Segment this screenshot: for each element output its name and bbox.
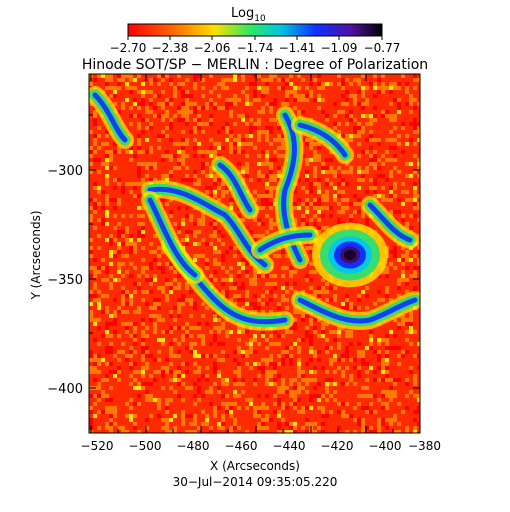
colorbar-ticks — [127, 36, 383, 40]
colorbar-label: Log10 — [231, 6, 266, 24]
y-axis-label: Y (Arcseconds) — [29, 210, 43, 300]
colorbar-tick-label: −1.09 — [321, 41, 358, 55]
colorbar-gradient — [127, 23, 383, 37]
x-tick-label: −520 — [81, 439, 114, 453]
x-axis — [90, 74, 394, 433]
timestamp: 30−Jul−2014 09:35:05.220 — [173, 475, 338, 489]
x-tick-label: −460 — [225, 439, 258, 453]
plot-title: Hinode SOT/SP − MERLIN : Degree of Polar… — [82, 57, 428, 73]
colorbar-tick-label: −2.70 — [110, 41, 147, 55]
x-axis-label: X (Arcseconds) — [210, 459, 300, 473]
x-tick-label: −440 — [273, 439, 306, 453]
map-features — [89, 86, 420, 331]
plot-frame — [88, 73, 421, 434]
y-tick-label: −400 — [47, 382, 83, 397]
colorbar-tick-label: −0.77 — [364, 41, 401, 55]
y-tick-label: −300 — [47, 164, 83, 179]
y-axis — [89, 114, 420, 389]
colorbar: Log10 −2.70 −2.38 −2.06 −1.74 −1.41 −1.0… — [110, 6, 401, 55]
polarization-map — [89, 74, 420, 433]
y-tick-label: −350 — [47, 273, 83, 288]
colorbar-tick-label: −1.41 — [279, 41, 316, 55]
x-tick-label: −380 — [408, 439, 441, 453]
x-tick-label: −400 — [369, 439, 402, 453]
colorbar-tick-label: −2.06 — [194, 41, 231, 55]
x-tick-label: −420 — [321, 439, 354, 453]
x-tick-label: −480 — [177, 439, 210, 453]
x-tick-label: −500 — [129, 439, 162, 453]
colorbar-tick-label: −2.38 — [152, 41, 189, 55]
colorbar-tick-label: −1.74 — [237, 41, 274, 55]
